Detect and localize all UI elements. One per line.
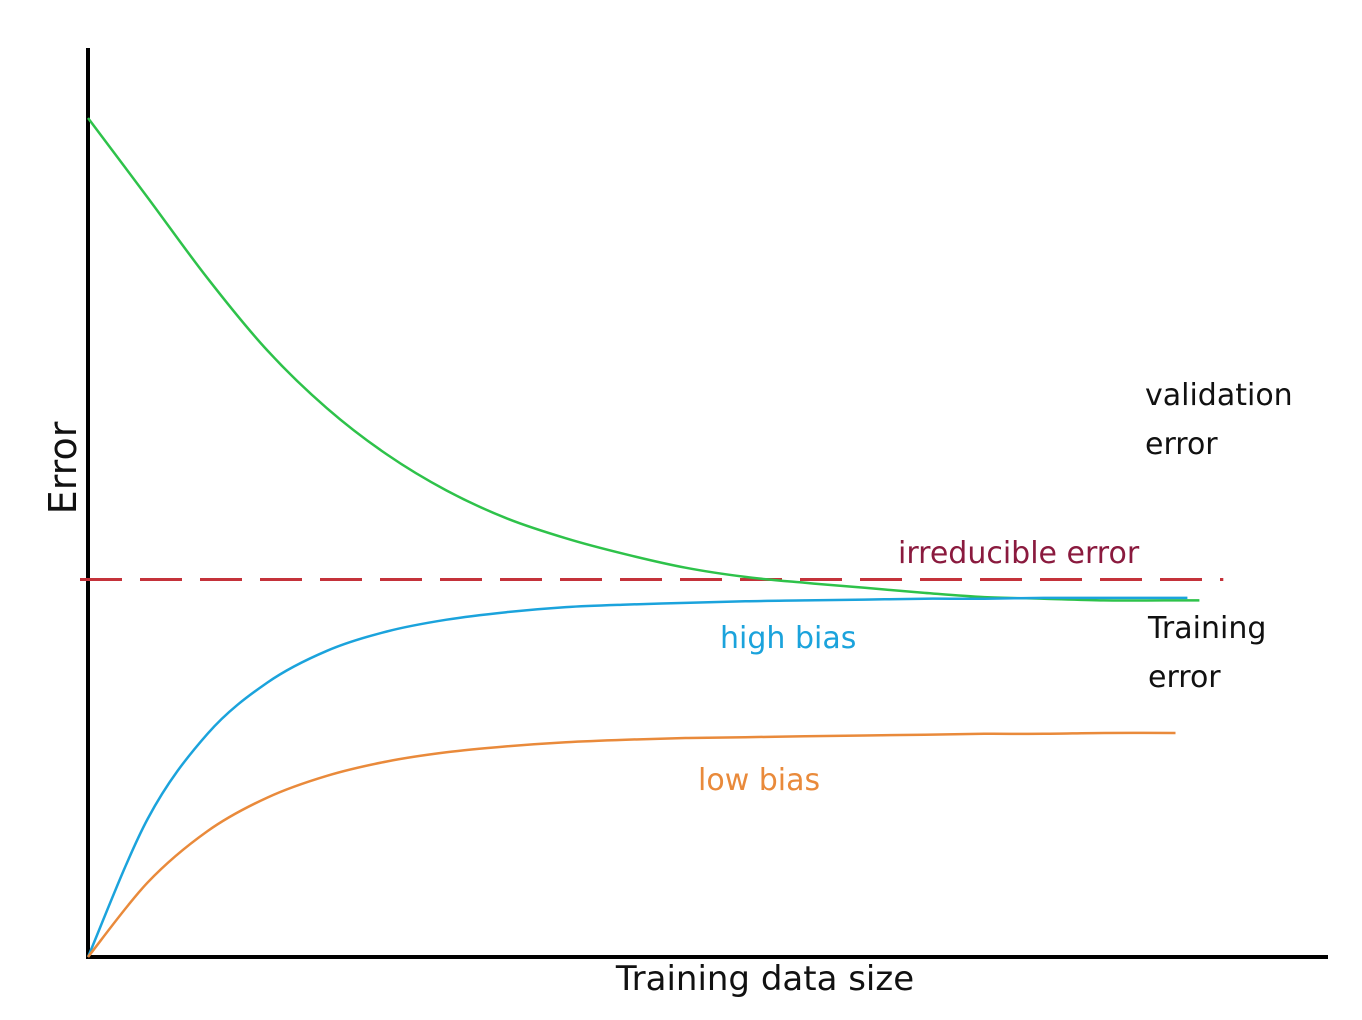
- low-bias-line: [87, 731, 1176, 958]
- high-bias-label: high bias: [720, 621, 856, 656]
- training-error-label-line1: Training: [1147, 611, 1266, 646]
- y-axis-title: Error: [41, 421, 85, 514]
- irreducible-error-label: irreducible error: [898, 536, 1140, 571]
- validation-error-label-line1: validation: [1145, 378, 1293, 413]
- x-axis-title: Training data size: [615, 959, 914, 999]
- low-bias-label: low bias: [698, 763, 820, 798]
- validation-error-label-line2: error: [1145, 427, 1218, 462]
- training-error-label-line2: error: [1148, 660, 1221, 695]
- validation-error-line: [87, 117, 1200, 602]
- high-bias-line: [86, 596, 1188, 958]
